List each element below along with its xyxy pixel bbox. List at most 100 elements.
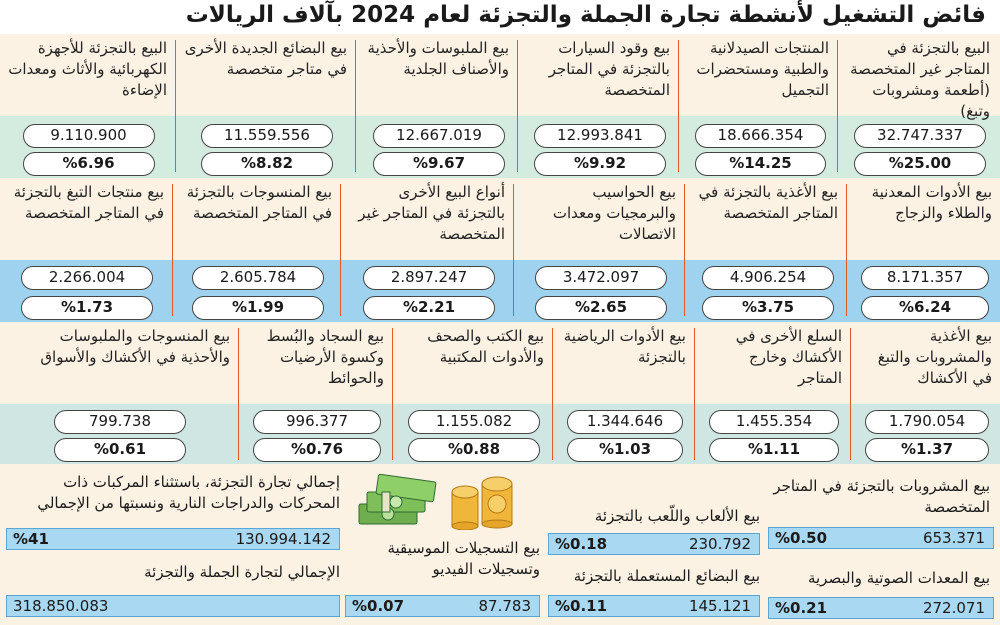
grand-total-value: 318.850.083: [13, 597, 109, 615]
row3-cell-2-pct: %1.11: [709, 438, 839, 462]
row1-cell-2-label: المنتجات الصيدلانية والطبية ومستحضرات ال…: [696, 39, 829, 99]
row2-cell-5-label: بيع المنسوجات بالتجزئة في المتاجر المتخص…: [186, 183, 332, 222]
row1-cell-6-label: البيع بالتجزئة للأجهزة الكهربائية والأثا…: [8, 39, 167, 99]
money-stack-icon: [355, 470, 443, 532]
row2-cell-1-label: بيع الأدوات المعدنية والطلاء والزجاج: [871, 183, 992, 222]
retail-total-bar: 130.994.142 %41: [6, 528, 340, 550]
row1-separator: [355, 40, 356, 172]
row1-cell-5-value: 11.559.556: [201, 124, 333, 148]
row2-label-band: [0, 178, 1000, 260]
row2-cell-2-value: 4.906.254: [702, 266, 834, 290]
row1-separator: [678, 40, 679, 172]
audio-bar: 272.071 %0.21: [768, 597, 994, 619]
row3-cell-4-value: 1.155.082: [408, 410, 540, 434]
grand-total-label: الإجمالي لتجارة الجملة والتجزئة: [144, 563, 340, 581]
used-value: 145.121: [688, 597, 751, 615]
row3-cell-3-value: 1.344.646: [567, 410, 683, 434]
row1-cell-4-value: 12.667.019: [373, 124, 505, 148]
used-label: بيع البضائع المستعملة بالتجزئة: [573, 567, 760, 585]
row2-separator: [846, 184, 847, 316]
row2-cell-3-value: 3.472.097: [535, 266, 667, 290]
row2-cell-4-value: 2.897.247: [363, 266, 495, 290]
row3-cell-5-value: 996.377: [253, 410, 381, 434]
audio-value: 272.071: [922, 599, 985, 617]
row1-cell-2-pct: %14.25: [695, 152, 826, 176]
row1-separator: [517, 40, 518, 172]
beverages-pct: %0.50: [775, 529, 828, 547]
row2-cell-2-label: بيع الأغذية بالتجزئة في المتاجر المتخصصة: [698, 183, 838, 222]
row2-cell-6-value: 2.266.004: [21, 266, 153, 290]
row1-cell-3-value: 12.993.841: [534, 124, 666, 148]
page-title: فائض التشغيل لأنشطة تجارة الجملة والتجزئ…: [185, 2, 986, 28]
audio-pct: %0.21: [775, 599, 828, 617]
grand-total-bar: 318.850.083: [6, 595, 340, 617]
toys-value: 230.792: [688, 535, 751, 553]
row2-separator: [172, 184, 173, 316]
row2-cell-5-value: 2.605.784: [192, 266, 324, 290]
row2-cell-4-pct: %2.21: [363, 296, 495, 320]
music-value: 87.783: [478, 597, 532, 615]
row2-cell-6-pct: %1.73: [21, 296, 153, 320]
row2-separator: [340, 184, 341, 316]
row1-separator: [837, 40, 838, 172]
row2-separator: [513, 184, 514, 316]
row1-cell-5-pct: %8.82: [201, 152, 333, 176]
row3-label-band: [0, 322, 1000, 404]
row2-cell-4-label: أنواع البيع الأخرى بالتجزئة في المتاجر غ…: [358, 183, 505, 243]
row3-separator: [552, 328, 553, 460]
row3-cell-6-pct: %0.61: [54, 438, 186, 462]
row3-cell-6-value: 799.738: [54, 410, 186, 434]
toys-pct: %0.18: [555, 535, 608, 553]
row1-cell-6-value: 9.110.900: [22, 124, 155, 148]
row3-separator: [238, 328, 239, 460]
row3-separator: [392, 328, 393, 460]
row3-separator: [850, 328, 851, 460]
row2-cell-3-label: بيع الحواسيب والبرمجيات ومعدات الاتصالات: [552, 183, 676, 243]
row3-cell-5-pct: %0.76: [253, 438, 381, 462]
audio-label: بيع المعدات الصوتية والبصرية: [807, 569, 990, 587]
row1-cell-4-label: بيع الملبوسات والأحذية والأصناف الجلدية: [367, 39, 509, 78]
used-bar: 145.121 %0.11: [548, 595, 760, 617]
row2-cell-5-pct: %1.99: [192, 296, 324, 320]
coins-icon: [448, 474, 520, 531]
row1-cell-2-value: 18.666.354: [695, 124, 826, 148]
title-bar: فائض التشغيل لأنشطة تجارة الجملة والتجزئ…: [0, 0, 1000, 34]
row1-cell-4-pct: %9.67: [373, 152, 505, 176]
row3-cell-4-pct: %0.88: [408, 438, 540, 462]
row2-cell-1-value: 8.171.357: [861, 266, 989, 290]
row2-cell-6-label: بيع منتجات التبغ بالتجزئة في المتاجر الم…: [13, 183, 164, 222]
row1-cell-6-pct: %6.96: [22, 152, 155, 176]
music-bar: 87.783 %0.07: [345, 595, 540, 617]
row2-cell-2-pct: %3.75: [702, 296, 834, 320]
beverages-value: 653.371: [922, 529, 985, 547]
row3-cell-6-label: بيع المنسوجات والملبوسات والأحذية في الأ…: [40, 327, 230, 366]
row3-cell-1-value: 1.790.054: [865, 410, 989, 434]
music-pct: %0.07: [352, 597, 405, 615]
row3-cell-3-pct: %1.03: [567, 438, 683, 462]
row2-cell-3-pct: %2.65: [535, 296, 667, 320]
row1-cell-5-label: بيع البضائع الجديدة الأخرى في متاجر متخص…: [184, 39, 347, 78]
row1-cell-3-pct: %9.92: [534, 152, 666, 176]
row1-label-band: [0, 34, 1000, 116]
music-label: بيع التسجيلات الموسيقية وتسجيلات الفيديو: [387, 539, 540, 578]
toys-bar: 230.792 %0.18: [548, 533, 760, 555]
beverages-bar: 653.371 %0.50: [768, 527, 994, 549]
toys-label: بيع الألعاب واللّعب بالتجزئة: [594, 507, 760, 525]
row1-cell-3-label: بيع وقود السيارات بالتجزئة في المتاجر ال…: [548, 39, 670, 99]
retail-total-value: 130.994.142: [235, 530, 331, 548]
used-pct: %0.11: [555, 597, 608, 615]
row3-cell-2-label: السلع الأخرى في الأكشاك وخارج المتاجر: [735, 327, 842, 387]
row3-cell-4-label: بيع الكتب والصحف والأدوات المكتبية: [427, 327, 544, 366]
row3-cell-3-label: بيع الأدوات الرياضية بالتجزئة: [563, 327, 686, 366]
retail-total-pct: %41: [13, 530, 49, 548]
row3-separator: [694, 328, 695, 460]
row1-cell-1-label: البيع بالتجزئة في المتاجر غير المتخصصة (…: [850, 39, 990, 120]
row1-separator: [175, 40, 176, 172]
beverages-label: بيع المشروبات بالتجزئة في المتاجر المتخص…: [773, 477, 990, 516]
row3-cell-5-label: بيع السجاد والبُسط وكسوة الأرضيات والحوا…: [266, 327, 384, 387]
row1-cell-1-value: 32.747.337: [854, 124, 986, 148]
row2-separator: [684, 184, 685, 316]
row3-cell-1-label: بيع الأغذية والمشروبات والتبغ في الأكشاك: [877, 327, 992, 387]
row2-cell-1-pct: %6.24: [861, 296, 989, 320]
retail-total-label: إجمالي تجارة التجزئة، باستثناء المركبات …: [37, 473, 340, 512]
